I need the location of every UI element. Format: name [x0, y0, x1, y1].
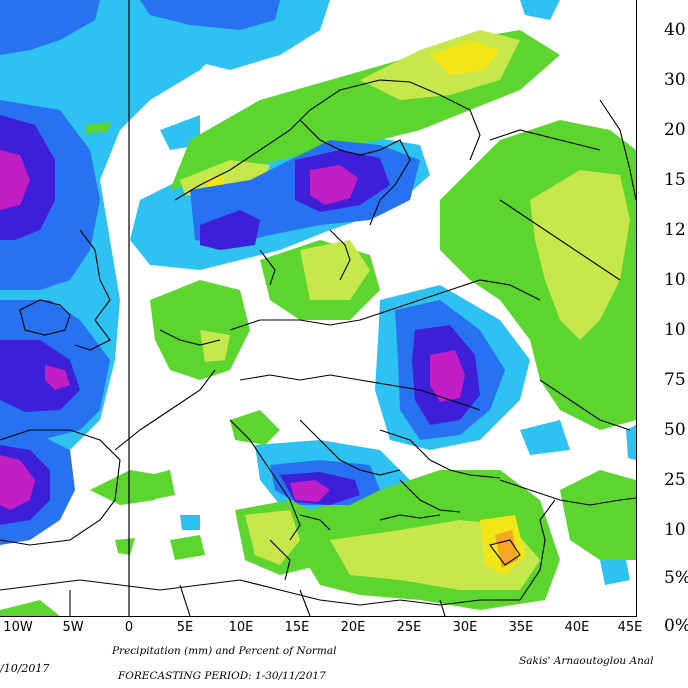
precipitation-map — [0, 0, 636, 616]
map-canvas — [0, 0, 636, 616]
scale-label: 25 — [664, 470, 686, 490]
forecast-period: FORECASTING PERIOD: 1-30/11/2017 — [118, 670, 326, 682]
scale-label: 10 — [664, 520, 686, 540]
lon-label: 10E — [228, 620, 254, 635]
lon-label: 5E — [176, 620, 194, 635]
lon-label: 40E — [564, 620, 590, 635]
scale-label: 5% — [664, 568, 688, 588]
color-scale-labels: 40 30 20 15 12 10 10 75 50 25 10 5% 0% — [640, 0, 688, 640]
scale-label: 12 — [664, 220, 686, 240]
map-right-border — [636, 0, 637, 616]
lon-label: 0 — [124, 620, 134, 635]
lon-label: 30E — [452, 620, 478, 635]
lon-label: 45E — [617, 620, 643, 635]
scale-label: 10 — [664, 320, 686, 340]
scale-label: 75 — [664, 370, 686, 390]
longitude-axis: 10W 5W 0 5E 10E 15E 20E 25E 30E 35E 40E … — [0, 616, 643, 642]
lon-label: 5W — [62, 620, 84, 635]
lon-label: 15E — [284, 620, 310, 635]
lon-label: 25E — [396, 620, 422, 635]
scale-label: 50 — [664, 420, 686, 440]
scale-label: 20 — [664, 120, 686, 140]
author-credit: Sakis' Arnaoutoglou Anal — [519, 655, 654, 667]
magenta-regions — [0, 150, 465, 510]
scale-label: 40 — [664, 20, 686, 40]
scale-label: 15 — [664, 170, 686, 190]
scale-label: 30 — [664, 70, 686, 90]
run-date: /10/2017 — [0, 662, 50, 675]
lon-label: 35E — [508, 620, 534, 635]
scale-label: 0% — [664, 616, 688, 636]
lon-label: 20E — [340, 620, 366, 635]
land-borders — [0, 79, 636, 616]
scale-label: 10 — [664, 270, 686, 290]
map-bottom-border — [0, 616, 637, 617]
map-caption: Precipitation (mm) and Percent of Normal — [112, 645, 337, 657]
lon-label: 10W — [3, 620, 33, 635]
